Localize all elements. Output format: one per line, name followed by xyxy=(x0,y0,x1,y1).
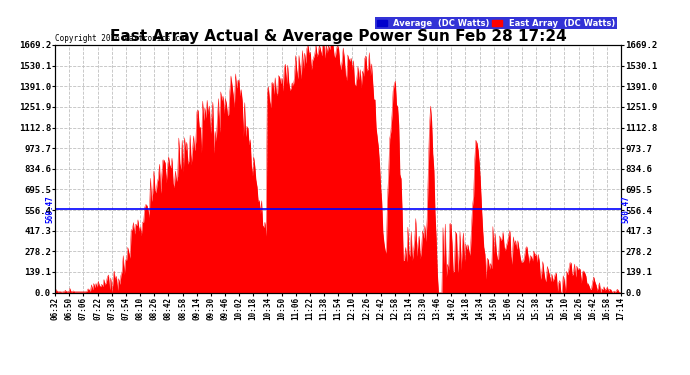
Title: East Array Actual & Average Power Sun Feb 28 17:24: East Array Actual & Average Power Sun Fe… xyxy=(110,29,566,44)
Text: Copyright 2016 Cartronics.com: Copyright 2016 Cartronics.com xyxy=(55,33,189,42)
Legend: Average  (DC Watts), East Array  (DC Watts): Average (DC Watts), East Array (DC Watts… xyxy=(375,17,617,29)
Text: 560.47: 560.47 xyxy=(622,195,631,223)
Text: 560.47: 560.47 xyxy=(46,195,55,223)
